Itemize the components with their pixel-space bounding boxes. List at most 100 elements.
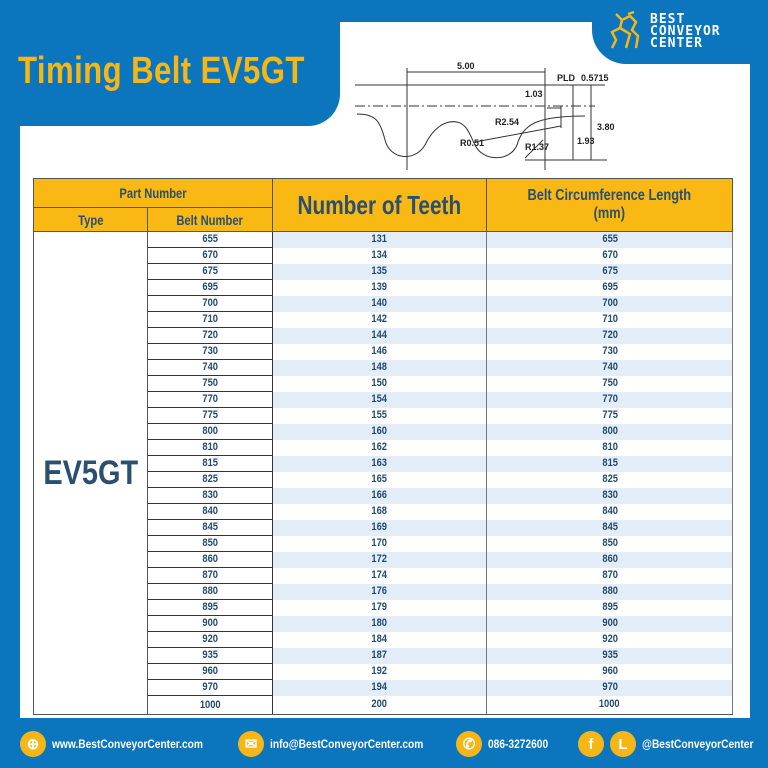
length-cell: 800 (486, 423, 733, 440)
teeth-cell: 148 (271, 359, 488, 376)
belt-number-cell: 710 (146, 311, 273, 328)
length-cell: 845 (486, 519, 733, 536)
teeth-cell: 139 (271, 279, 488, 296)
teeth-cell: 142 (271, 311, 488, 328)
belt-number-cell: 860 (146, 551, 273, 568)
teeth-cell: 160 (271, 423, 488, 440)
dim-total-height: 3.80 (597, 122, 615, 132)
table-row: 960 192 960 (34, 663, 733, 680)
teeth-cell: 163 (271, 455, 488, 472)
table-row: 730 146 730 (34, 343, 733, 360)
table-row: 670 134 670 (34, 247, 733, 264)
length-cell: 830 (486, 487, 733, 504)
belt-number-cell: 845 (146, 519, 273, 536)
length-cell: 810 (486, 439, 733, 456)
teeth-cell: 135 (271, 263, 488, 280)
length-cell: 815 (486, 455, 733, 472)
line-icon[interactable]: L (610, 731, 636, 757)
belt-number-cell: 920 (146, 631, 273, 648)
table-row: 895 179 895 (34, 599, 733, 616)
belt-number-cell: 960 (146, 663, 273, 680)
length-cell: 1000 (486, 695, 733, 715)
table-row: 970 194 970 (34, 679, 733, 696)
table-row: 710 142 710 (34, 311, 733, 328)
table-row: 775 155 775 (34, 407, 733, 424)
table-row: 850 170 850 (34, 535, 733, 552)
length-cell: 775 (486, 407, 733, 424)
table-row: 845 169 845 (34, 519, 733, 536)
table-row: 1000 200 1000 (34, 695, 733, 715)
length-cell: 970 (486, 679, 733, 696)
belt-profile-diagram: 5.00 PLD 0.5715 1.03 R2.54 R0.51 R1.37 3… (355, 61, 615, 170)
logo: BEST CONVEYOR CENTER (650, 13, 721, 50)
length-cell: 960 (486, 663, 733, 680)
belt-number-cell: 750 (146, 375, 273, 392)
teeth-cell: 146 (271, 343, 488, 360)
length-cell: 880 (486, 583, 733, 600)
globe-icon: ⊕ (20, 731, 46, 757)
teeth-cell: 194 (271, 679, 488, 696)
teeth-cell: 184 (271, 631, 488, 648)
page-title: Timing Belt EV5GT (18, 50, 305, 92)
length-cell: 700 (486, 295, 733, 312)
belt-number-cell: 670 (146, 247, 273, 264)
belt-number-cell: 775 (146, 407, 273, 424)
type-cell: EV5GT (33, 231, 148, 715)
length-cell: 870 (486, 567, 733, 584)
length-cell: 710 (486, 311, 733, 328)
dim-tooth-height: 1.93 (577, 136, 595, 146)
teeth-cell: 187 (271, 647, 488, 664)
teeth-cell: 131 (271, 231, 488, 248)
teeth-cell: 174 (271, 567, 488, 584)
phone-icon: ✆ (456, 731, 482, 757)
length-cell: 655 (486, 231, 733, 248)
website-link[interactable]: www.BestConveyorCenter.com (52, 737, 203, 751)
belt-number-cell: 935 (146, 647, 273, 664)
belt-number-cell: 830 (146, 487, 273, 504)
teeth-cell: 165 (271, 471, 488, 488)
belt-number-cell: 825 (146, 471, 273, 488)
length-cell: 730 (486, 343, 733, 360)
table-row: 695 139 695 (34, 279, 733, 296)
belt-number-cell: 695 (146, 279, 273, 296)
social-handle[interactable]: @BestConveyorCenter (642, 737, 754, 751)
teeth-cell: 134 (271, 247, 488, 264)
header-belt-number: Belt Number (146, 207, 273, 232)
belt-number-cell: 800 (146, 423, 273, 440)
table-row: 860 172 860 (34, 551, 733, 568)
logo-panel (592, 0, 768, 64)
teeth-cell: 144 (271, 327, 488, 344)
email-link[interactable]: info@BestConveyorCenter.com (270, 737, 424, 751)
header-type: Type (33, 207, 148, 232)
length-cell: 840 (486, 503, 733, 520)
belt-number-cell: 700 (146, 295, 273, 312)
length-cell: 750 (486, 375, 733, 392)
length-cell: 720 (486, 327, 733, 344)
belt-number-cell: 895 (146, 599, 273, 616)
belt-table: Part Number Number of Teeth Belt Circumf… (33, 178, 733, 715)
length-cell: 825 (486, 471, 733, 488)
table-row: 675 135 675 (34, 263, 733, 280)
table-row: 920 184 920 (34, 631, 733, 648)
header-belt-length: Belt Circumference Length (mm) (486, 178, 733, 232)
belt-number-cell: 730 (146, 343, 273, 360)
teeth-cell: 172 (271, 551, 488, 568)
mail-icon: ✉ (238, 731, 264, 757)
teeth-cell: 179 (271, 599, 488, 616)
dim-r3: R1.37 (525, 142, 549, 152)
teeth-cell: 150 (271, 375, 488, 392)
belt-number-cell: 815 (146, 455, 273, 472)
footer: ⊕ www.BestConveyorCenter.com ✉ info@Best… (20, 731, 768, 757)
belt-number-cell: 900 (146, 615, 273, 632)
table-row: 740 148 740 (34, 359, 733, 376)
phone-number[interactable]: 086-3272600 (488, 737, 549, 751)
belt-number-cell: 1000 (146, 695, 273, 715)
teeth-cell: 166 (271, 487, 488, 504)
belt-number-cell: 810 (146, 439, 273, 456)
header-number-of-teeth: Number of Teeth (271, 178, 488, 232)
table-row: 770 154 770 (34, 391, 733, 408)
length-cell: 860 (486, 551, 733, 568)
header-part-number: Part Number (33, 178, 273, 208)
facebook-icon[interactable]: f (578, 731, 604, 757)
length-cell: 670 (486, 247, 733, 264)
